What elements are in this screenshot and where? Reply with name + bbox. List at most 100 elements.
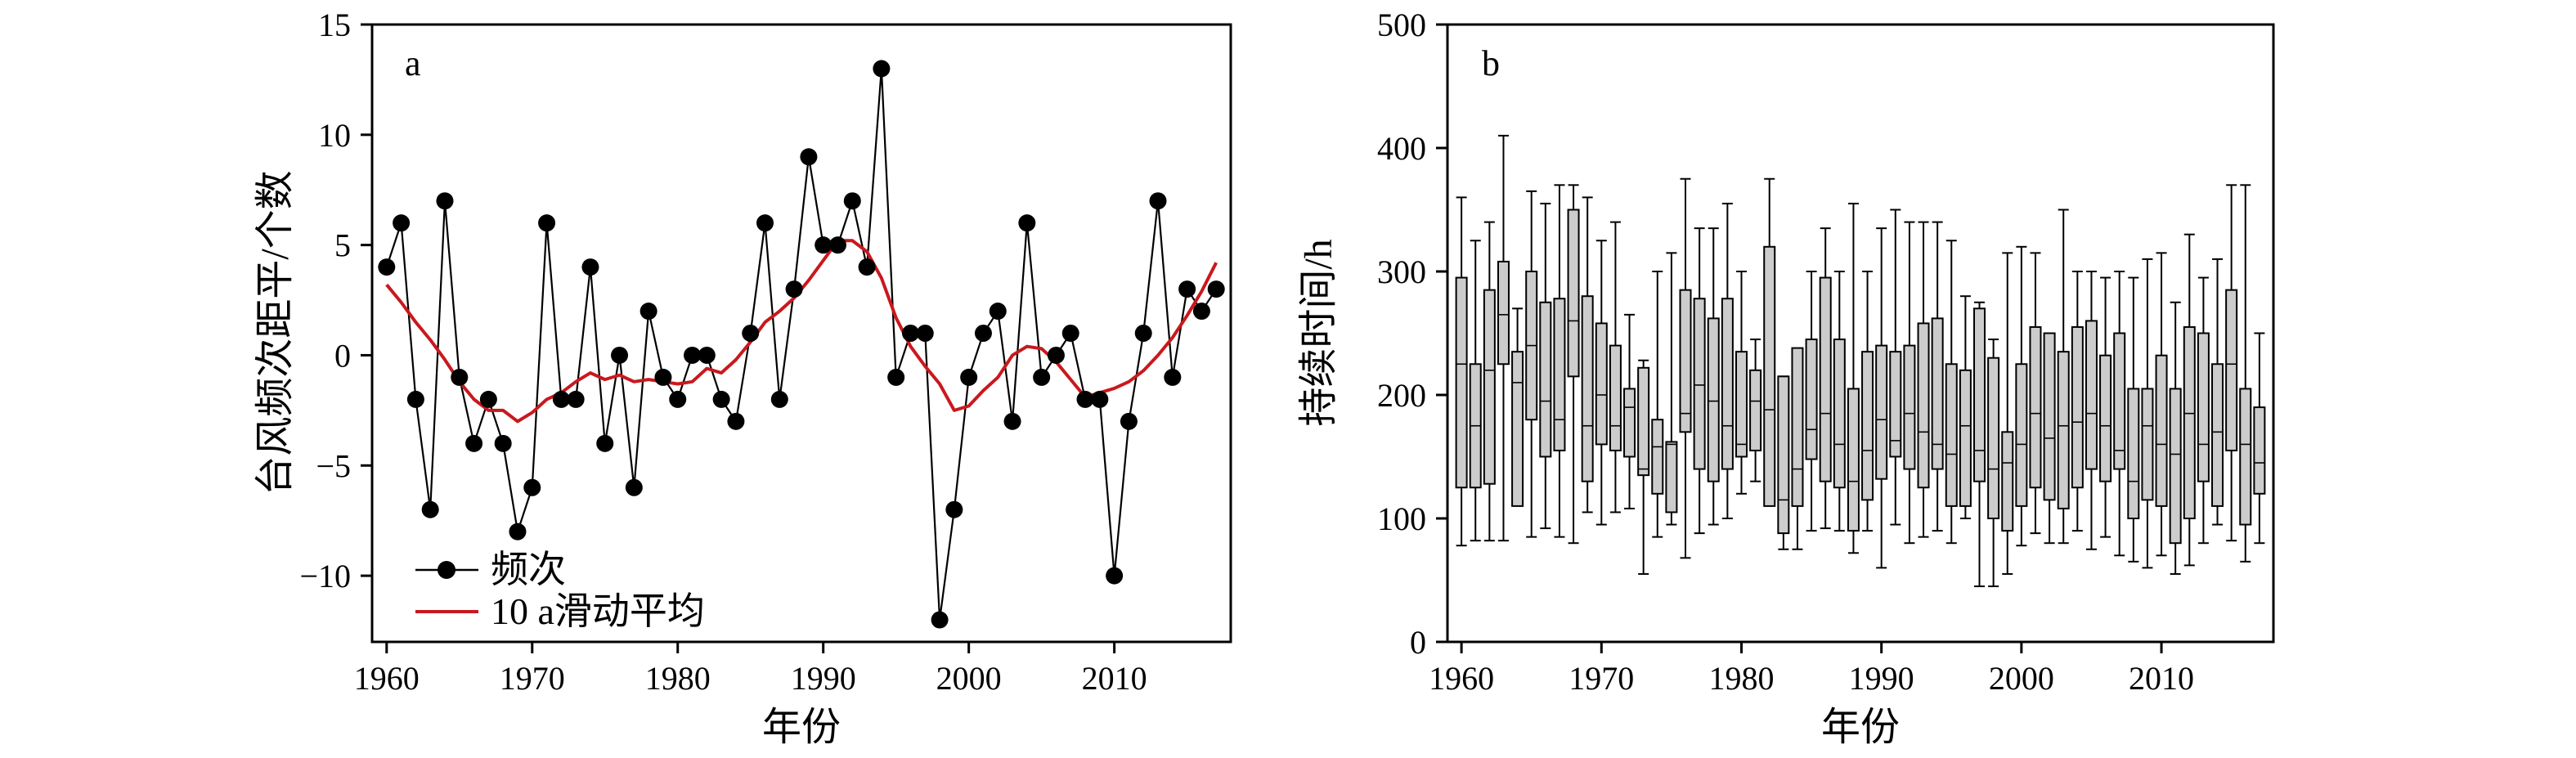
y-tick-label: 200: [1377, 377, 1426, 414]
panel-b-ticks: 1960 1970 1980 1990 2000 2010 0 100 200 300 400 500: [1377, 7, 2194, 697]
box-iqr: [1833, 339, 1846, 489]
panel-b-plot-frame: [1446, 23, 2275, 644]
box-iqr: [2099, 354, 2112, 482]
box-iqr: [1917, 322, 1930, 489]
panel-a-ticks: 1960 1970 1980 1990 2000 2010 −10 −5 0 5 10 15: [299, 7, 1147, 697]
frequency-point: [552, 390, 570, 408]
frequency-point: [669, 390, 687, 408]
frequency-point: [1134, 325, 1152, 342]
y-tick-label: 400: [1377, 130, 1426, 167]
frequency-point: [684, 346, 702, 364]
frequency-point: [567, 390, 585, 408]
box-iqr: [2169, 388, 2182, 545]
box-iqr: [1665, 441, 1678, 514]
frequency-point: [1192, 303, 1210, 321]
x-tick-label: 1970: [500, 660, 565, 697]
box-iqr: [2113, 332, 2126, 470]
box-iqr: [2197, 332, 2210, 482]
frequency-point: [989, 303, 1007, 321]
frequency-point: [698, 346, 716, 364]
box-iqr: [1539, 301, 1552, 458]
box-iqr: [1581, 295, 1594, 482]
box-iqr: [1749, 369, 1762, 451]
box-iqr: [1889, 351, 1902, 458]
box-iqr: [1819, 276, 1832, 482]
box-iqr: [2057, 351, 2070, 509]
box-iqr: [1861, 351, 1874, 501]
y-tick-label: −5: [316, 447, 351, 484]
frequency-point: [406, 390, 424, 408]
frequency-point: [815, 236, 832, 254]
x-tick-label: 2010: [2129, 660, 2194, 697]
frequency-point: [1003, 412, 1021, 430]
panel-a-legend: 频次 10 a滑动平均: [415, 549, 705, 632]
y-tick-label: 100: [1377, 500, 1426, 537]
frequency-point: [596, 434, 614, 452]
box-iqr: [2071, 325, 2084, 489]
frequency-point: [625, 478, 643, 496]
box-iqr: [2001, 431, 2014, 532]
frequency-point: [611, 346, 629, 364]
box-iqr: [1595, 322, 1608, 446]
frequency-point: [901, 325, 919, 342]
panel-a-series: [378, 60, 1225, 629]
frequency-point: [509, 523, 527, 540]
frequency-point: [1076, 390, 1094, 408]
panel-b: 1960 1970 1980 1990 2000 2010 0 100 200 300 400 500…: [1297, 7, 2275, 749]
box-iqr: [2253, 406, 2266, 495]
frequency-point: [931, 611, 949, 629]
box-iqr: [1679, 289, 1692, 433]
box-iqr: [1651, 419, 1664, 495]
legend-marker-frequency: [438, 561, 456, 579]
frequency-point: [523, 478, 541, 496]
panel-a-label: a: [405, 43, 421, 83]
y-tick-label: 300: [1377, 253, 1426, 290]
box-iqr: [1707, 317, 1720, 482]
y-tick-label: 0: [334, 337, 351, 374]
frequency-point: [479, 390, 497, 408]
frequency-point: [887, 368, 905, 386]
box-iqr: [1735, 351, 1748, 458]
frequency-point: [1164, 368, 1182, 386]
legend-label-moving-average: 10 a滑动平均: [491, 590, 705, 632]
x-tick-label: 1990: [1849, 660, 1914, 697]
box-iqr: [1623, 388, 1636, 458]
frequency-point: [960, 368, 978, 386]
frequency-point: [828, 236, 846, 254]
panel-a-y-axis-title: 台风频次距平/个数: [254, 170, 297, 495]
box-iqr: [2085, 320, 2098, 470]
frequency-point: [756, 214, 774, 232]
box-iqr: [1609, 344, 1622, 451]
box-iqr: [2043, 332, 2056, 501]
frequency-point: [974, 325, 992, 342]
box-iqr: [1567, 209, 1580, 378]
box-iqr: [2127, 388, 2140, 520]
box-iqr: [1847, 388, 1860, 532]
box-iqr: [2225, 289, 2238, 451]
panel-b-x-axis-title: 年份: [1821, 706, 1900, 749]
frequency-point: [785, 280, 803, 298]
box-iqr: [1693, 298, 1706, 470]
x-tick-label: 1960: [1429, 660, 1494, 697]
frequency-point: [1178, 280, 1196, 298]
box-iqr: [1455, 276, 1468, 489]
box-iqr: [2029, 325, 2042, 489]
frequency-point: [436, 192, 454, 210]
panel-a-x-axis-title: 年份: [762, 706, 841, 749]
box-iqr: [1973, 307, 1986, 482]
y-tick-label: 0: [1410, 624, 1426, 661]
panel-a: 1960 1970 1980 1990 2000 2010 −10 −5 0 5 10 15 a 年份…: [254, 7, 1232, 749]
y-tick-label: 5: [334, 227, 351, 264]
frequency-point: [1091, 390, 1109, 408]
legend-label-frequency: 频次: [491, 549, 566, 590]
frequency-point: [581, 258, 599, 276]
panel-b-label: b: [1482, 43, 1500, 83]
frequency-point: [873, 60, 891, 78]
box-iqr: [1875, 344, 1888, 480]
frequency-point: [742, 325, 760, 342]
box-iqr: [2141, 388, 2154, 501]
frequency-point: [1033, 368, 1051, 386]
frequency-point: [654, 368, 672, 386]
box-iqr: [1511, 351, 1524, 507]
